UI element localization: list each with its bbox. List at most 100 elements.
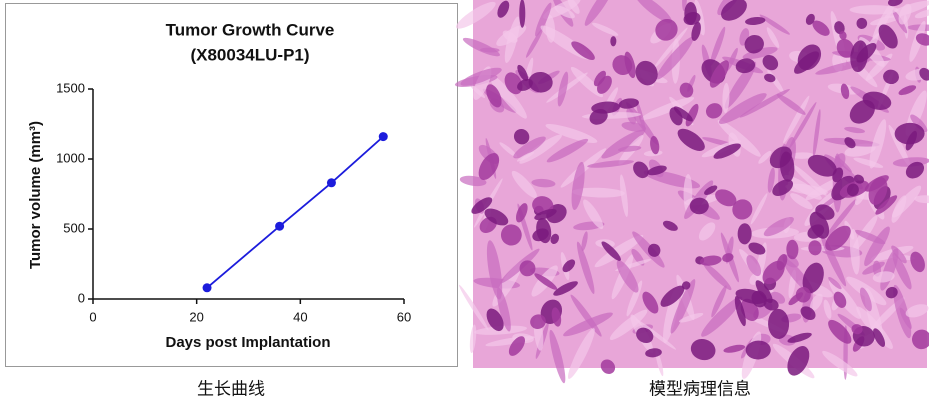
cell-nucleus — [846, 183, 859, 197]
tissue-fiber — [701, 296, 743, 337]
cell-nucleus — [705, 103, 723, 119]
x-tick-label: 60 — [397, 309, 411, 324]
cell-nucleus — [519, 260, 536, 277]
tissue-fiber — [893, 284, 912, 339]
cell-nucleus — [772, 179, 794, 197]
tissue-fiber — [583, 199, 604, 230]
cell-nucleus — [534, 209, 557, 221]
cell-nucleus — [762, 54, 779, 71]
cell-nucleus — [832, 167, 844, 183]
cell-nucleus — [689, 197, 709, 215]
cell-nucleus — [851, 324, 863, 335]
cell-nucleus — [699, 255, 722, 266]
tissue-fiber — [746, 255, 762, 277]
cell-nucleus — [795, 286, 811, 303]
tissue-fiber — [587, 160, 634, 168]
tissue-fiber — [683, 174, 693, 213]
tissue-fiber — [496, 25, 527, 47]
y-axis-label: Tumor volume (mm³) — [27, 121, 44, 269]
tissue-fiber — [724, 61, 757, 109]
cell-nucleus — [484, 208, 509, 226]
tissue-fiber — [581, 231, 588, 252]
cell-nucleus — [910, 251, 925, 273]
tissue-fiber — [499, 142, 518, 158]
tissue-fiber — [905, 304, 929, 318]
tissue-fiber — [891, 195, 907, 223]
cell-nucleus — [808, 240, 822, 256]
y-tick-label: 500 — [63, 220, 85, 235]
tissue-fiber — [567, 0, 580, 14]
cell-nucleus — [478, 153, 500, 180]
tissue-fiber — [567, 328, 595, 379]
cell-nucleus — [713, 143, 741, 159]
cell-nucleus — [709, 60, 729, 88]
cell-nucleus — [839, 31, 847, 40]
tissue-fiber — [511, 170, 537, 199]
cell-nucleus — [715, 189, 737, 207]
cell-nucleus — [885, 286, 898, 299]
cell-nucleus — [868, 177, 888, 205]
cell-nucleus — [486, 308, 504, 332]
cell-nucleus — [517, 78, 533, 91]
cell-nucleus — [610, 36, 617, 47]
cell-nucleus — [844, 137, 856, 149]
tissue-fiber — [790, 193, 813, 210]
cell-nucleus — [833, 291, 847, 308]
y-tick-label: 1500 — [56, 80, 85, 95]
cell-nucleus — [677, 128, 705, 151]
tissue-fiber — [822, 350, 858, 377]
tissue-fiber — [656, 36, 694, 80]
tissue-fiber — [525, 28, 544, 58]
tissue-fiber — [789, 152, 815, 159]
cell-nucleus — [601, 241, 621, 261]
cell-nucleus — [624, 51, 636, 79]
tissue-fiber — [535, 2, 552, 37]
tissue-fiber — [500, 248, 540, 284]
tissue-fiber — [549, 329, 566, 384]
tissue-fiber — [812, 109, 821, 158]
tissue-fiber — [758, 150, 772, 164]
tissue-fiber — [709, 26, 726, 66]
cell-nucleus — [647, 165, 667, 176]
tissue-fiber — [678, 312, 704, 323]
cell-nucleus — [825, 225, 851, 251]
cell-nucleus — [722, 253, 734, 263]
cell-nucleus — [748, 242, 766, 255]
cell-nucleus — [530, 314, 546, 329]
cell-nucleus — [828, 319, 852, 344]
cell-nucleus — [853, 174, 865, 184]
tissue-fiber — [844, 126, 865, 134]
cell-nucleus — [905, 161, 925, 179]
cell-nucleus — [768, 308, 790, 339]
tissue-fiber — [545, 123, 598, 143]
cell-nucleus — [645, 348, 662, 358]
data-point — [202, 283, 212, 293]
cell-nucleus — [735, 288, 767, 304]
cell-nucleus — [878, 24, 898, 49]
tissue-fiber — [763, 216, 794, 237]
cell-nucleus — [919, 67, 929, 81]
tissue-fiber — [859, 287, 872, 312]
cell-nucleus — [737, 223, 752, 245]
tissue-fiber — [609, 309, 648, 340]
cell-nucleus — [807, 154, 837, 177]
tissue-fiber — [789, 101, 817, 149]
x-tick-label: 40 — [293, 309, 307, 324]
tissue-fiber — [759, 14, 790, 35]
cell-nucleus — [764, 73, 776, 83]
chart-frame — [5, 3, 458, 367]
tissue-fiber — [872, 271, 895, 283]
cell-nucleus — [769, 146, 792, 169]
tissue-fiber — [910, 114, 928, 133]
cell-nucleus — [471, 197, 493, 214]
tissue-fiber — [739, 88, 790, 118]
caption: 模型病理信息 — [649, 379, 751, 398]
cell-nucleus — [486, 84, 502, 108]
tissue-fiber — [513, 136, 546, 159]
cell-nucleus — [591, 101, 621, 114]
cell-nucleus — [536, 217, 552, 244]
cell-nucleus — [562, 259, 576, 273]
tissue-fiber — [898, 3, 912, 25]
cell-nucleus — [745, 16, 766, 26]
